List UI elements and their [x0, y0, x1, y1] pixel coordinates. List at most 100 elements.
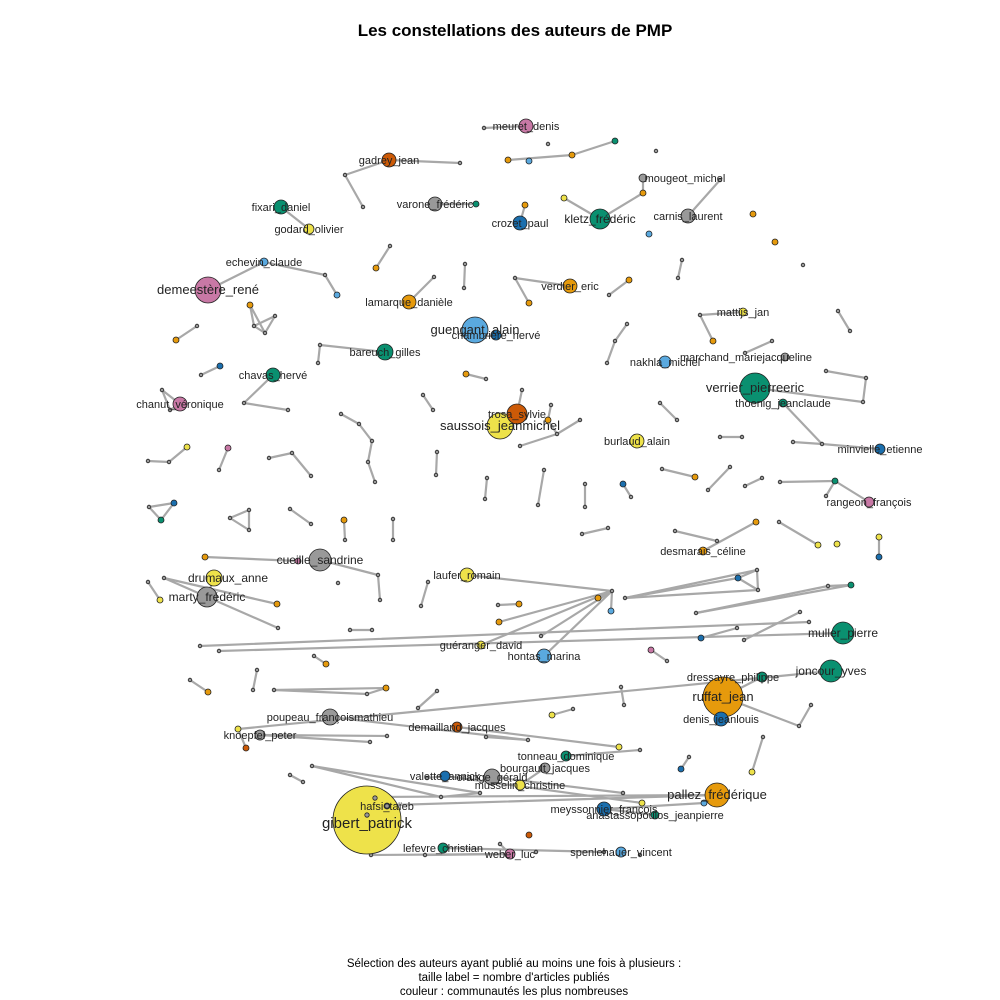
satellite-node — [548, 711, 556, 719]
edge — [217, 631, 845, 653]
author-node — [658, 355, 672, 369]
author-node — [831, 621, 855, 645]
satellite-node — [422, 852, 428, 858]
edge — [162, 576, 280, 630]
author-node — [265, 367, 281, 383]
satellite-node — [387, 243, 393, 249]
satellite-node — [739, 434, 745, 440]
satellite-node — [271, 687, 277, 693]
satellite-node — [204, 688, 212, 696]
satellite-node — [287, 506, 293, 512]
satellite-node — [287, 772, 293, 778]
satellite-node — [430, 407, 436, 413]
satellite-node — [604, 360, 610, 366]
satellite-node — [806, 619, 812, 625]
author-node — [196, 586, 218, 608]
author-node — [459, 567, 475, 583]
author-label: lefevre_christian — [403, 843, 483, 855]
satellite-node — [342, 172, 348, 178]
edge — [188, 678, 210, 694]
satellite-node — [545, 141, 551, 147]
satellite-node — [461, 285, 467, 291]
author-node — [461, 316, 489, 344]
satellite-node — [322, 272, 328, 278]
satellite-node — [638, 799, 646, 807]
satellite-node — [159, 387, 165, 393]
satellite-node — [771, 238, 779, 246]
edge — [288, 507, 313, 526]
satellite-node — [647, 646, 655, 654]
author-label: thoenig_jeanclaude — [735, 398, 830, 410]
edge — [464, 372, 488, 381]
satellite-node — [607, 607, 615, 615]
satellite-node — [541, 467, 547, 473]
edge — [252, 314, 277, 328]
author-label: verrier_pierreeric — [706, 380, 805, 395]
edge — [602, 801, 706, 811]
satellite-node — [198, 372, 204, 378]
satellite-node — [462, 261, 468, 267]
caption-line-3: couleur : communautés les plus nombreuse… — [400, 986, 628, 998]
satellite-node — [748, 768, 756, 776]
edge — [755, 568, 760, 592]
satellite-node — [705, 487, 711, 493]
satellite-node — [620, 790, 626, 796]
satellite-node — [364, 812, 370, 818]
author-node — [518, 118, 534, 134]
author-node — [490, 329, 502, 341]
satellite-node — [497, 841, 503, 847]
satellite-node — [308, 521, 314, 527]
satellite-node — [727, 464, 733, 470]
satellite-node — [847, 581, 855, 589]
edge — [242, 401, 290, 412]
edge — [416, 689, 439, 710]
satellite-node — [372, 264, 380, 272]
satellite-node — [677, 765, 685, 773]
author-label: marty_frédéric — [169, 590, 246, 604]
edge — [167, 445, 189, 464]
author-label: anastassopoulos_jeanpierre — [586, 810, 724, 822]
satellite-node — [338, 411, 344, 417]
satellite-node — [605, 525, 611, 531]
author-node — [778, 398, 788, 408]
satellite-node — [625, 276, 633, 284]
author-label: crozet_paul — [492, 218, 549, 230]
satellite-node — [360, 204, 366, 210]
satellite-node — [621, 702, 627, 708]
satellite-node — [322, 660, 330, 668]
edge — [605, 339, 617, 365]
satellite-node — [375, 572, 381, 578]
edge — [619, 685, 626, 707]
satellite-node — [831, 477, 839, 485]
edge — [743, 339, 774, 355]
author-node — [321, 708, 339, 726]
edge — [369, 793, 719, 799]
author-node — [589, 208, 611, 230]
edge — [455, 725, 621, 749]
author-label: dressayre_philippe — [687, 672, 779, 684]
author-node — [273, 199, 289, 215]
author-label: cueille_sandrine — [277, 553, 364, 567]
author-node — [401, 294, 417, 310]
satellite-node — [814, 541, 822, 549]
satellite-node — [611, 137, 619, 145]
author-label: gibert_patrick — [322, 815, 413, 832]
edge — [146, 459, 171, 464]
author-label: hontas_marina — [508, 651, 582, 663]
satellite-node — [700, 799, 708, 807]
author-node — [562, 278, 578, 294]
satellite-node — [538, 633, 544, 639]
satellite-node — [653, 148, 659, 154]
edge — [564, 748, 642, 758]
author-node — [376, 343, 394, 361]
satellite-node — [201, 553, 209, 561]
satellite-node — [525, 299, 533, 307]
satellite-node — [390, 537, 396, 543]
author-label: mattijs_jan — [717, 307, 770, 319]
edge — [542, 589, 614, 658]
edge — [513, 276, 572, 288]
satellite-node — [639, 189, 647, 197]
satellite-node — [693, 610, 699, 616]
satellite-node — [535, 502, 541, 508]
